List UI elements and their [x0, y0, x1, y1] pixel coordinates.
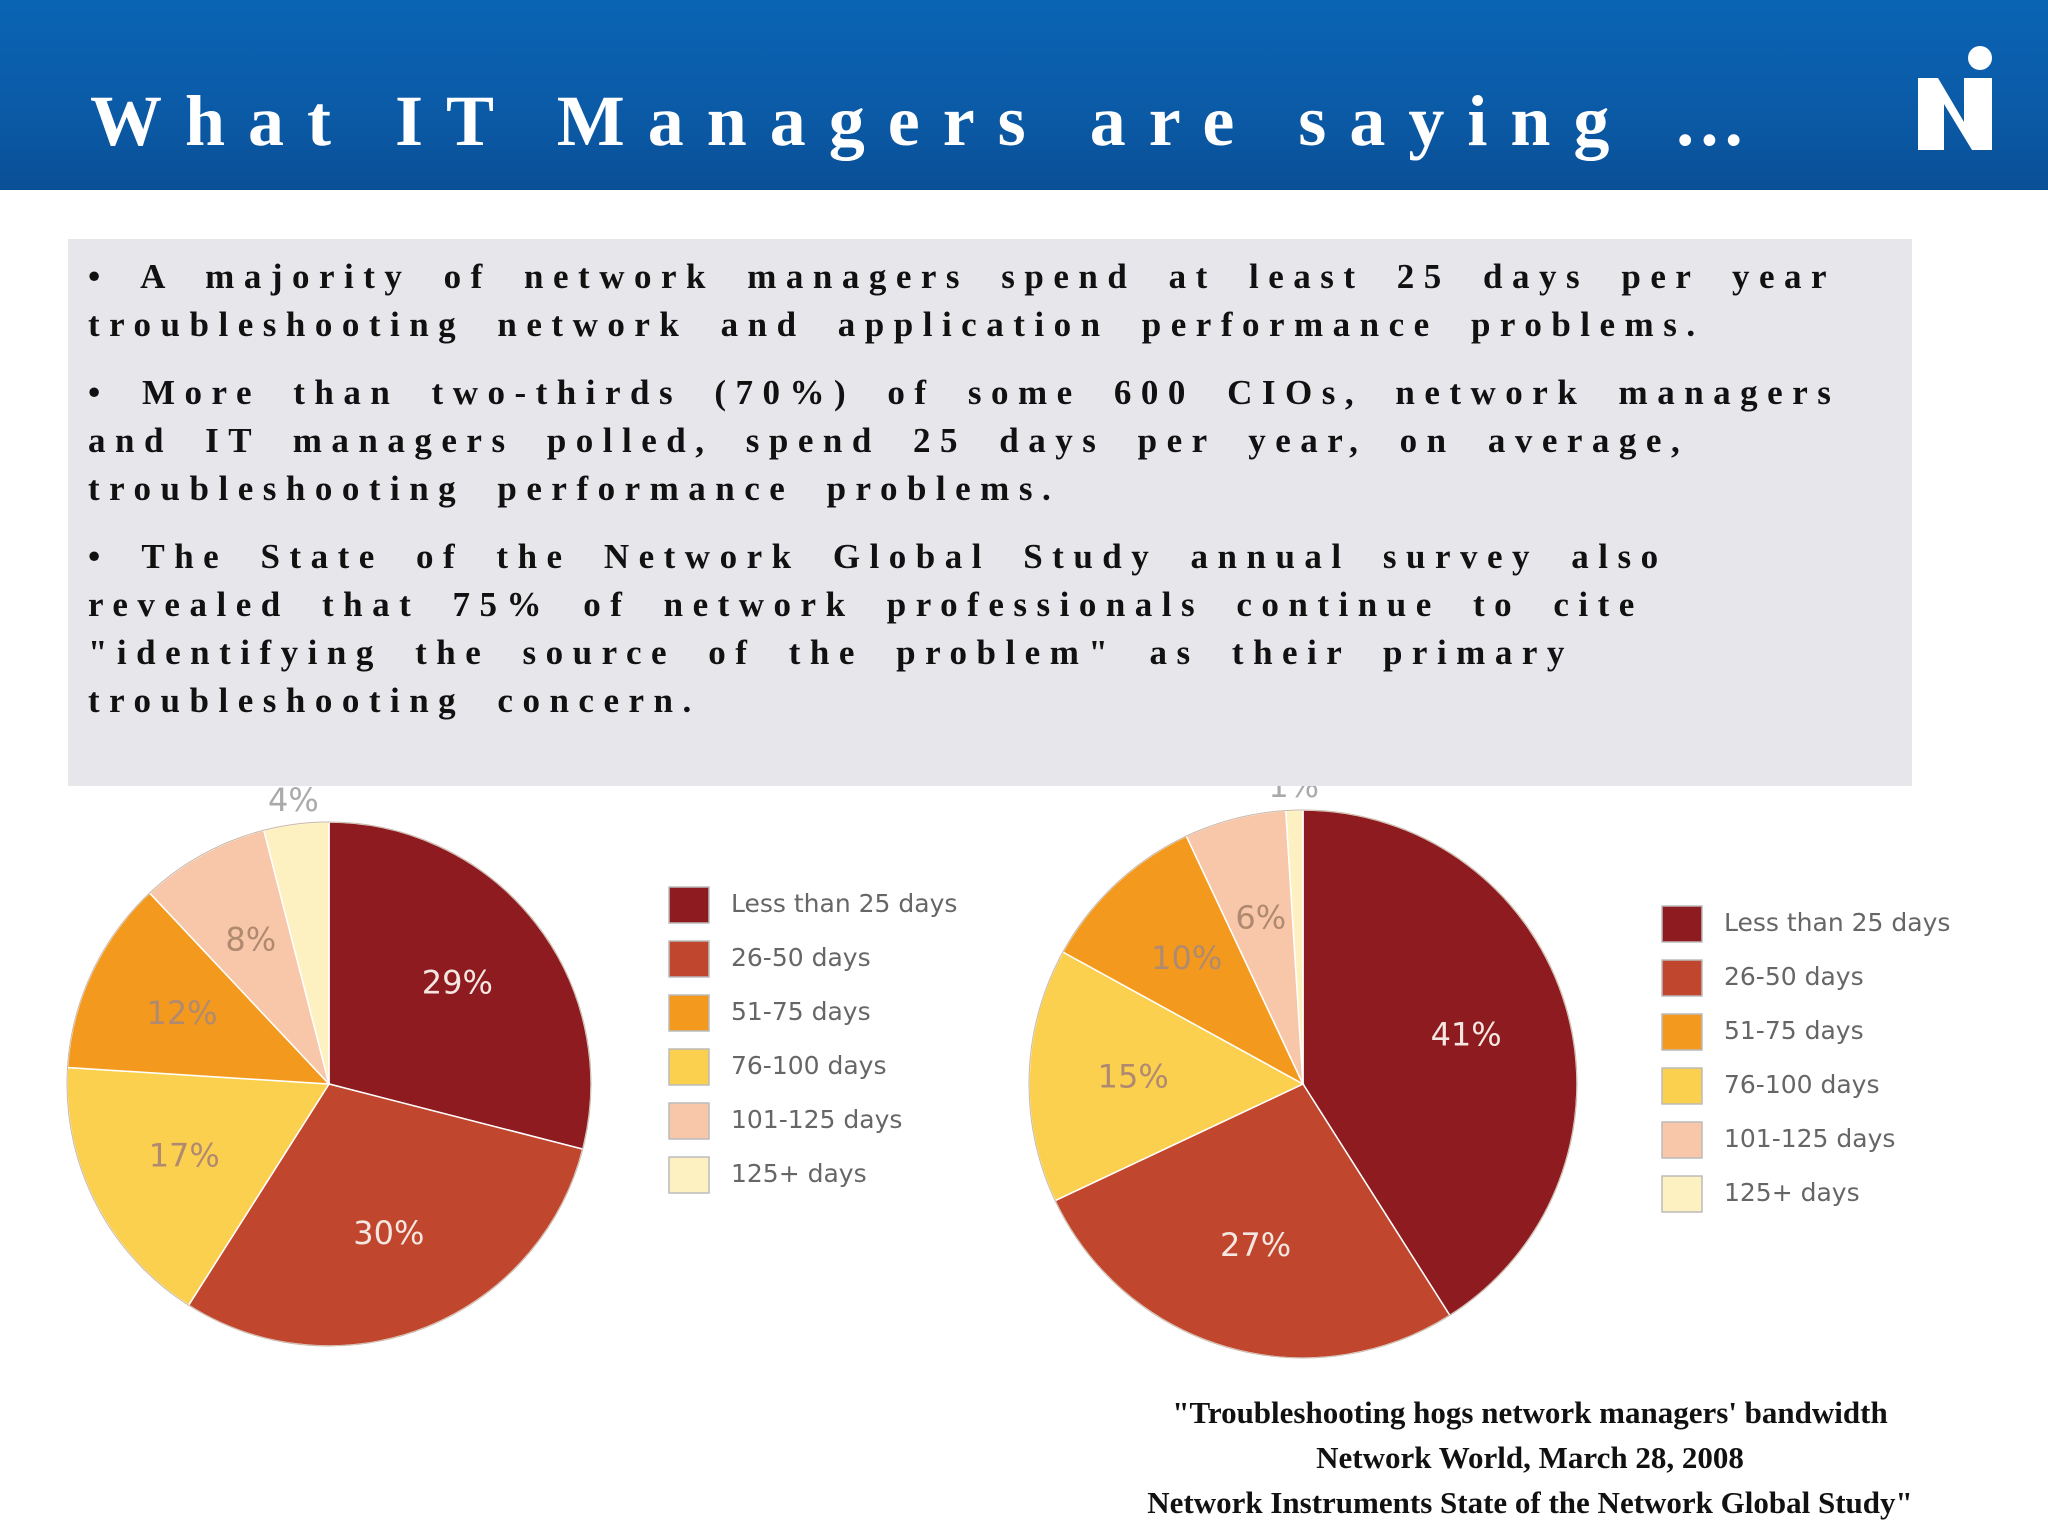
- logo: [1918, 46, 1992, 150]
- bullet: • More than two-thirds (70%) of some 600…: [88, 373, 1841, 508]
- legend-label: 101-125 days: [1724, 1124, 1895, 1153]
- legend-label: 125+ days: [731, 1159, 867, 1188]
- legend-label: Less than 25 days: [1724, 908, 1950, 937]
- data-label: 12%: [146, 994, 217, 1032]
- data-label: 27%: [1220, 1226, 1291, 1264]
- legend-label: 101-125 days: [731, 1105, 902, 1134]
- legend-swatch: [668, 940, 710, 978]
- data-label: 8%: [225, 921, 276, 959]
- legend-label: 26-50 days: [731, 943, 871, 972]
- bullet: • A majority of network managers spend a…: [88, 257, 1836, 344]
- legend-swatch: [668, 994, 710, 1032]
- legend-swatch: [1661, 1121, 1703, 1159]
- slide-title: What IT Managers are saying …: [90, 81, 1769, 161]
- header-bar: What IT Managers are saying …: [0, 0, 2048, 190]
- legend-swatch: [668, 1156, 710, 1194]
- data-label: 6%: [1235, 898, 1286, 936]
- legend-swatch: [1661, 1013, 1703, 1051]
- data-label: 17%: [149, 1137, 220, 1175]
- legend-label: 51-75 days: [1724, 1016, 1864, 1045]
- legend-label: 26-50 days: [1724, 962, 1864, 991]
- pie-outline: [1028, 809, 1578, 1359]
- legend-swatch: [668, 1048, 710, 1086]
- legend-swatch: [668, 886, 710, 924]
- legend-swatch: [1661, 1067, 1703, 1105]
- legend-swatch: [1661, 959, 1703, 997]
- legend-swatch: [1661, 905, 1703, 943]
- legend-label: 76-100 days: [731, 1051, 887, 1080]
- source-line: "Troubleshooting hogs network managers' …: [1172, 1395, 1888, 1430]
- source-line: Network Instruments State of the Network…: [1147, 1485, 1913, 1520]
- legend-label: 76-100 days: [1724, 1070, 1880, 1099]
- legend-label: 51-75 days: [731, 997, 871, 1026]
- source-citation: "Troubleshooting hogs network managers' …: [1030, 1390, 2030, 1525]
- legend-label: Less than 25 days: [731, 889, 957, 918]
- data-label: 41%: [1431, 1016, 1502, 1054]
- source-line: Network World, March 28, 2008: [1316, 1440, 1744, 1475]
- data-label: 29%: [422, 963, 493, 1001]
- data-label: 15%: [1098, 1058, 1169, 1096]
- bullet: • The State of the Network Global Study …: [88, 537, 1668, 720]
- legend-swatch: [1661, 1175, 1703, 1213]
- data-label: 10%: [1151, 939, 1222, 977]
- legend-label: 125+ days: [1724, 1178, 1860, 1207]
- text-box: • A majority of network managers spend a…: [68, 239, 1912, 786]
- pie-outline: [66, 821, 592, 1347]
- legend-swatch: [668, 1102, 710, 1140]
- data-label: 30%: [353, 1214, 424, 1252]
- data-label: 4%: [268, 781, 319, 819]
